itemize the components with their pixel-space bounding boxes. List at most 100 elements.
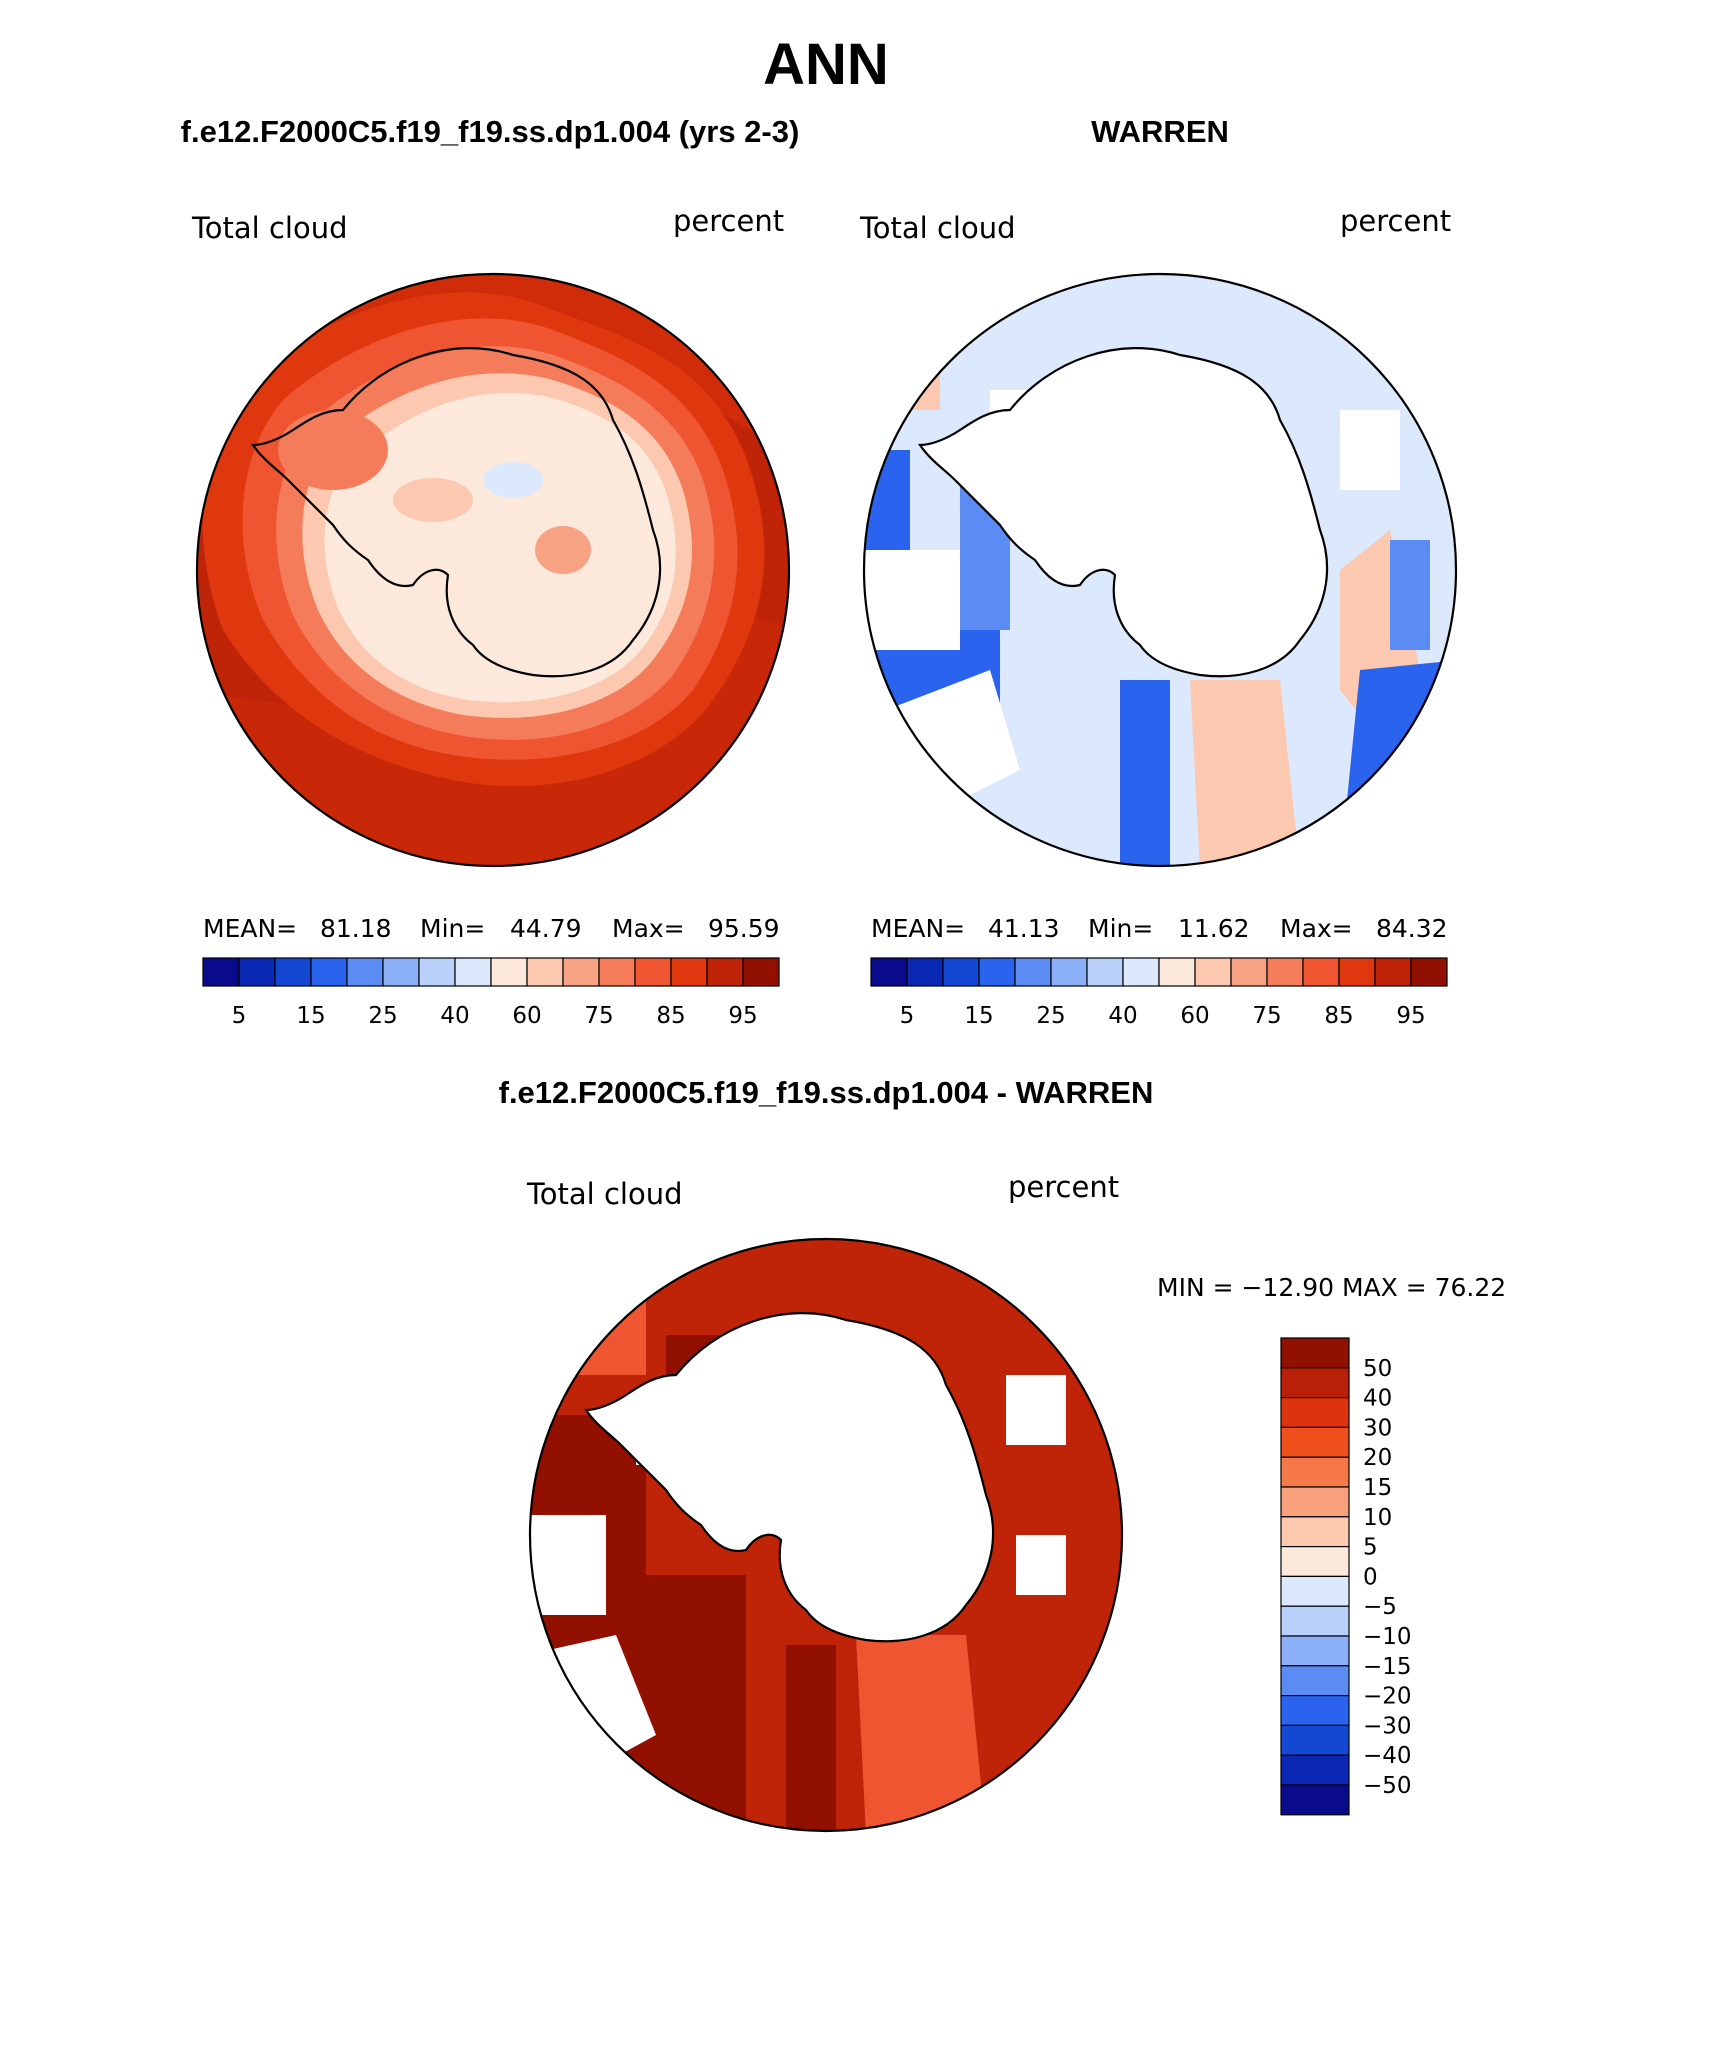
diff-colorbar-box-3 (1280, 1426, 1350, 1458)
diff-colorbar-label: 10 (1363, 1505, 1392, 1531)
diff-colorbar-box-5 (1280, 1486, 1350, 1518)
obs-colorbar-box-0 (870, 957, 908, 987)
model-ice-patch-1 (393, 478, 473, 522)
diff-map-border (528, 1237, 1124, 1833)
diff-units-label: percent (1008, 1170, 1119, 1204)
model-colorbar-tick: 25 (368, 1003, 397, 1029)
model-colorbar-tick: 75 (584, 1003, 613, 1029)
model-colorbar-box-12 (634, 957, 672, 987)
model-mean-label: MEAN= (203, 914, 297, 943)
obs-colorbar-box-7 (1122, 957, 1160, 987)
obs-colorbar-box-8 (1158, 957, 1196, 987)
model-ice-patch-2 (483, 462, 543, 498)
model-min-value: 44.79 (510, 914, 582, 943)
diff-colorbar-label: 5 (1363, 1535, 1378, 1561)
diff-light-south (856, 1635, 986, 1831)
model-colorbar-box-13 (670, 957, 708, 987)
diff-colorbar-label: −5 (1363, 1594, 1397, 1620)
model-ice-patch-3 (535, 526, 591, 574)
diff-colorbar-label: 40 (1363, 1386, 1392, 1412)
main-title: ANN (763, 32, 889, 97)
obs-panel: Total cloud percent MEAN (859, 204, 1458, 1029)
obs-colorbar-box-3 (978, 957, 1016, 987)
obs-colorbar-box-14 (1374, 957, 1412, 987)
diff-colorbar-box-14 (1280, 1754, 1350, 1786)
diff-colorbar-box-15 (1280, 1784, 1350, 1816)
obs-colorbar-box-1 (906, 957, 944, 987)
model-colorbar-tick: 95 (728, 1003, 757, 1029)
model-colorbar-box-5 (382, 957, 420, 987)
obs-colorbar-tick: 60 (1180, 1003, 1209, 1029)
obs-colorbar-box-5 (1050, 957, 1088, 987)
difference-title: f.e12.F2000C5.f19_f19.ss.dp1.004 - WARRE… (499, 1075, 1154, 1110)
obs-mean-label: MEAN= (871, 914, 965, 943)
obs-colorbar-tick: 40 (1108, 1003, 1137, 1029)
diff-coastline (583, 1312, 995, 1643)
obs-colorbar: 5 15 25 40 60 75 85 95 (870, 957, 1448, 1029)
diff-colorbar-label: −50 (1363, 1773, 1412, 1799)
obs-colorbar-box-2 (942, 957, 980, 987)
diff-missing-west (530, 1515, 606, 1615)
model-units-label: percent (673, 204, 784, 238)
obs-pink-northwest (864, 274, 940, 410)
diff-colorbar-box-2 (1280, 1396, 1350, 1428)
obs-colorbar-tick: 15 (964, 1003, 993, 1029)
diff-panel: Total cloud percent MIN = −12.90 MAX = 7… (526, 1170, 1506, 1833)
obs-max-value: 84.32 (1376, 914, 1448, 943)
diff-missing-east-2 (1016, 1535, 1066, 1595)
model-colorbar-tick: 85 (656, 1003, 685, 1029)
obs-colorbar-box-4 (1014, 957, 1052, 987)
diff-colorbar-label: 0 (1363, 1564, 1378, 1590)
obs-panel-title: WARREN (1091, 114, 1229, 149)
model-max-value: 95.59 (708, 914, 780, 943)
model-peninsula-patch (278, 410, 388, 490)
obs-max-label: Max= (1280, 914, 1353, 943)
obs-mean-value: 41.13 (988, 914, 1060, 943)
obs-colorbar-tick: 75 (1252, 1003, 1281, 1029)
obs-blue-southeast (1340, 660, 1456, 866)
diff-colorbar-box-0 (1280, 1337, 1350, 1369)
diff-colorbar-label: −20 (1363, 1684, 1412, 1710)
model-colorbar-box-2 (274, 957, 312, 987)
obs-units-label: percent (1340, 204, 1451, 238)
model-mean-value: 81.18 (320, 914, 392, 943)
obs-blue-strip-south (1120, 680, 1170, 866)
diff-variable-label: Total cloud (526, 1177, 682, 1211)
diff-colorbar-box-10 (1280, 1635, 1350, 1667)
model-colorbar-box-15 (742, 957, 780, 987)
diff-light-northwest (530, 1239, 646, 1375)
model-colorbar-box-14 (706, 957, 744, 987)
diff-minmax-label: MIN = −12.90 MAX = 76.22 (1157, 1273, 1506, 1302)
model-colorbar-box-11 (598, 957, 636, 987)
model-ice-interior (324, 393, 676, 703)
obs-colorbar-tick: 85 (1324, 1003, 1353, 1029)
obs-colorbar-box-12 (1302, 957, 1340, 987)
diff-colorbar-box-7 (1280, 1546, 1350, 1578)
diff-colorbar-label: −10 (1363, 1624, 1412, 1650)
model-colorbar-box-4 (346, 957, 384, 987)
diff-colorbar-label: 15 (1363, 1475, 1392, 1501)
model-colorbar-tick: 60 (512, 1003, 541, 1029)
diff-colorbar-label: 20 (1363, 1445, 1392, 1471)
model-colorbar-box-10 (562, 957, 600, 987)
diff-colorbar-label: 50 (1363, 1356, 1392, 1382)
model-colorbar-box-1 (238, 957, 276, 987)
diff-colorbar-box-1 (1280, 1367, 1350, 1399)
diff-colorbar-box-6 (1280, 1516, 1350, 1548)
model-coastline (250, 347, 662, 678)
model-map-border (195, 272, 791, 868)
obs-colorbar-box-10 (1230, 957, 1268, 987)
model-polar-map (195, 272, 791, 868)
model-colorbar: 5 15 25 40 60 75 85 95 (202, 957, 780, 1029)
model-colorbar-tick: 5 (232, 1003, 247, 1029)
diff-colorbar-label: 30 (1363, 1415, 1392, 1441)
obs-colorbar-box-11 (1266, 957, 1304, 987)
obs-colorbar-box-6 (1086, 957, 1124, 987)
diff-colorbar-box-12 (1280, 1695, 1350, 1727)
diff-colorbar-box-13 (1280, 1724, 1350, 1756)
obs-blue-east (1390, 540, 1430, 650)
obs-colorbar-tick: 25 (1036, 1003, 1065, 1029)
obs-colorbar-box-15 (1410, 957, 1448, 987)
